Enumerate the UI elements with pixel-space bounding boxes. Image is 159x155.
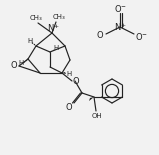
- Polygon shape: [89, 97, 94, 101]
- Text: O$^{-}$: O$^{-}$: [114, 2, 127, 13]
- Text: O$^{-}$: O$^{-}$: [135, 31, 148, 42]
- Text: H: H: [27, 38, 33, 44]
- Text: O: O: [73, 77, 79, 86]
- Text: O: O: [97, 31, 103, 40]
- Text: H: H: [53, 45, 59, 51]
- Polygon shape: [62, 72, 66, 74]
- Text: O: O: [11, 62, 17, 71]
- Text: CH₃: CH₃: [30, 15, 42, 21]
- Text: H: H: [66, 71, 72, 77]
- Text: N$^{+}$: N$^{+}$: [114, 21, 126, 33]
- Polygon shape: [50, 49, 55, 52]
- Text: N$^{+}$: N$^{+}$: [47, 22, 59, 34]
- Text: O: O: [66, 102, 72, 111]
- Text: CH₃: CH₃: [53, 14, 65, 20]
- Text: H: H: [18, 60, 24, 66]
- Text: OH: OH: [92, 113, 102, 119]
